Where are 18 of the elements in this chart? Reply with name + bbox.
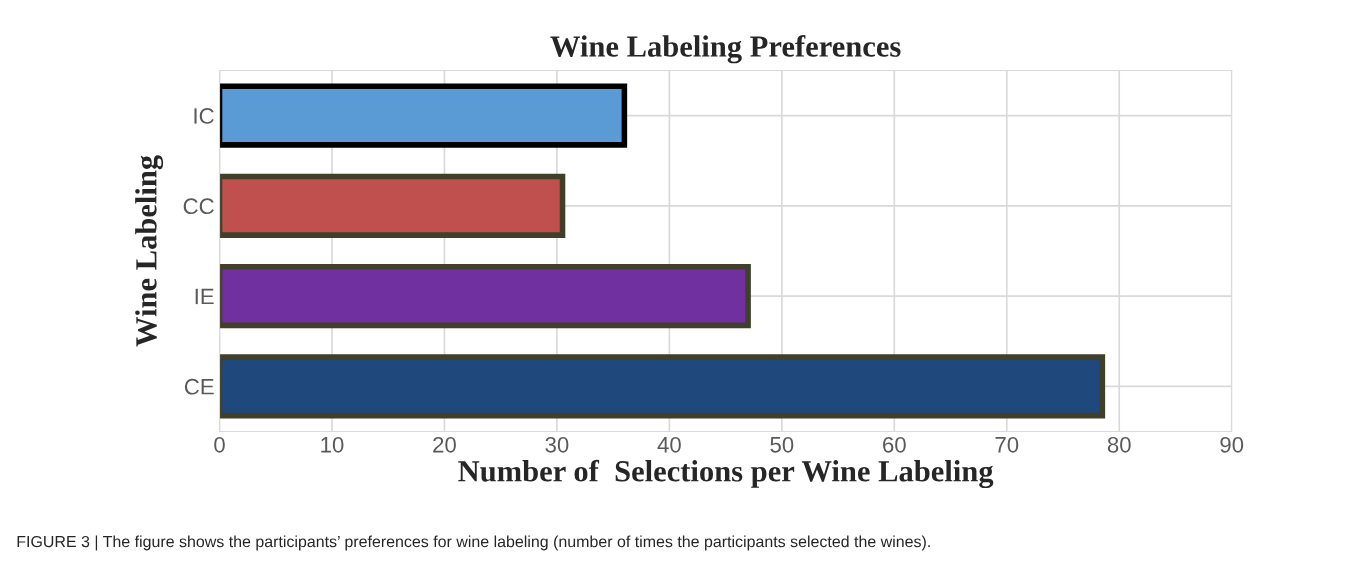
chart-title: Wine Labeling Preferences xyxy=(550,35,901,64)
y-tick-label: IC xyxy=(194,108,214,124)
x-tick-label: 80 xyxy=(1107,436,1131,453)
y-tick-label: CE xyxy=(184,378,214,395)
caption: FIGURE 3 | The figure shows the participants’ preferences for wine labeling (number of times the participants selected the wines). xyxy=(17,535,930,551)
x-tick-label: 30 xyxy=(545,436,569,453)
x-tick-label: 90 xyxy=(1220,436,1244,453)
x-tick-label: 60 xyxy=(883,436,906,453)
x-tick-label: 50 xyxy=(770,436,794,453)
x-axis-title: Number of Selections per Wine Labeling xyxy=(458,459,994,489)
x-tick-label: 0 xyxy=(214,436,225,453)
y-tick-label: CC xyxy=(183,198,214,215)
x-tick-label: 40 xyxy=(657,436,681,453)
y-axis-title: Wine Labeling xyxy=(135,155,164,347)
y-tick-label: IE xyxy=(195,288,214,305)
x-tick-label: 70 xyxy=(995,436,1019,453)
x-tick-label: 20 xyxy=(433,436,456,453)
x-tick-label: 10 xyxy=(321,436,344,453)
